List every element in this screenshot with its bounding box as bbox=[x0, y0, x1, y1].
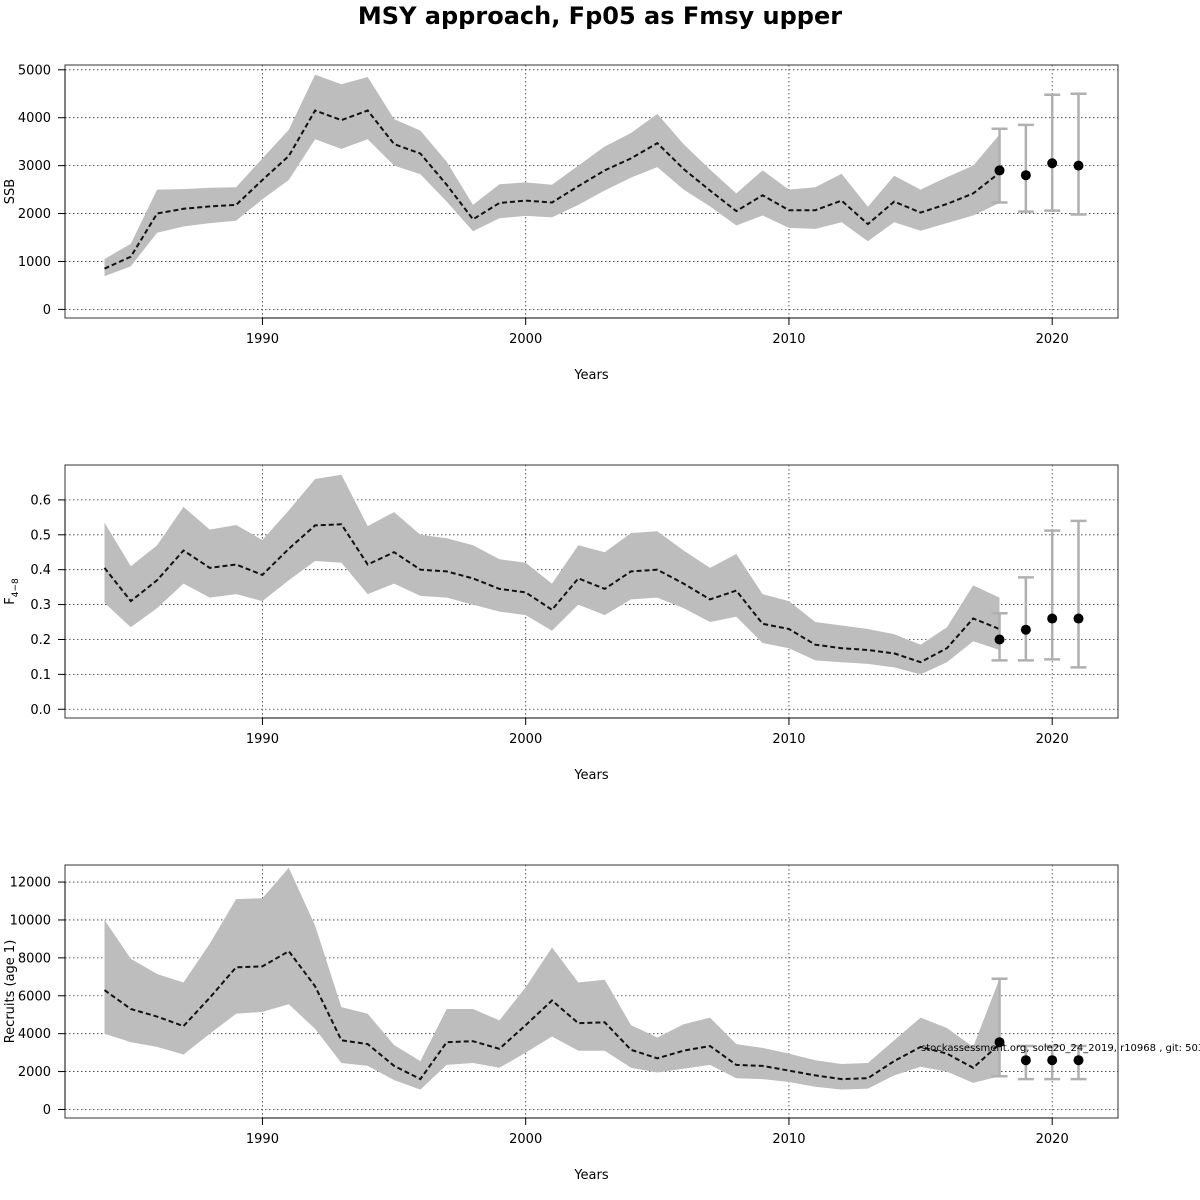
fbar-confidence-band bbox=[104, 474, 1000, 675]
recruits-y-tick-label: 0 bbox=[43, 1103, 51, 1118]
recruits-y-axis-label: Recruits (age 1) bbox=[3, 940, 18, 1044]
ssb-y-tick-label: 3000 bbox=[18, 159, 51, 174]
ssb-forecast-point-2020 bbox=[1047, 158, 1058, 169]
recruits-confidence-band bbox=[104, 867, 1000, 1090]
fbar-y-tick-label: 0.0 bbox=[30, 703, 51, 718]
fbar-forecast-errorbar-2021 bbox=[1070, 519, 1087, 669]
ssb-y-tick-label: 0 bbox=[43, 303, 51, 318]
fbar-estimate-line bbox=[103, 523, 1000, 664]
recruits-x-axis-label: Years bbox=[573, 1168, 609, 1183]
panel-ssb: 1990 2000 2010 2020 0 1000 2000 3000 4000 5000 Yea… bbox=[3, 63, 1119, 383]
fbar-x-tick-label: 2020 bbox=[1036, 732, 1069, 747]
ssb-forecast-point-2019 bbox=[1020, 170, 1031, 181]
ssb-y-axis-label: SSB bbox=[3, 179, 18, 204]
ssb-x-tick-label: 2020 bbox=[1036, 332, 1069, 347]
ssb-y-tick-label: 5000 bbox=[18, 63, 51, 78]
ssb-x-tick-label: 2000 bbox=[509, 332, 542, 347]
fbar-x-tick-label: 1990 bbox=[246, 732, 279, 747]
fbar-y-tick-label: 0.6 bbox=[30, 493, 51, 508]
fbar-y-axis-label: F4−8 bbox=[3, 578, 21, 605]
ssb-y-tick-label: 2000 bbox=[18, 207, 51, 222]
fbar-y-tick-label: 0.3 bbox=[30, 598, 51, 613]
recruits-forecast-point-2021 bbox=[1073, 1055, 1084, 1066]
ssb-forecast-errorbar-2021 bbox=[1070, 92, 1087, 216]
ssb-forecast-point-2021 bbox=[1073, 160, 1084, 171]
panel-fbar: 1990 2000 2010 2020 0.0 0.1 0.2 0.3 0.4 0.5 0.6 Yea… bbox=[3, 464, 1119, 783]
fbar-y-axis-label-subscript: 4−8 bbox=[11, 578, 21, 597]
ssb-forecast-errorbar-2019 bbox=[1017, 123, 1034, 213]
fbar-forecast-point-2018 bbox=[994, 634, 1005, 645]
ssb-forecast-errorbar-2020 bbox=[1044, 93, 1061, 212]
recruits-x-tick-label: 2020 bbox=[1036, 1132, 1069, 1147]
fbar-forecast-point-2019 bbox=[1020, 624, 1031, 635]
recruits-x-tick-label: 2000 bbox=[509, 1132, 542, 1147]
fbar-forecast-point-2021 bbox=[1073, 613, 1084, 624]
ssb-y-tick-label: 1000 bbox=[18, 255, 51, 270]
recruits-y-tick-label: 12000 bbox=[10, 876, 51, 891]
ssb-x-axis-label: Years bbox=[573, 368, 609, 383]
recruits-y-tick-label: 10000 bbox=[10, 913, 51, 928]
recruits-y-tick-label: 2000 bbox=[18, 1065, 51, 1080]
ssb-estimate-line bbox=[104, 109, 1001, 270]
ssb-forecast-point-2018 bbox=[994, 165, 1005, 176]
fbar-y-tick-label: 0.2 bbox=[30, 633, 51, 648]
panel-recruits: 1990 2000 2010 2020 0 2000 4000 6000 8000 10000 12… bbox=[3, 864, 1119, 1183]
recruits-forecast-errorbar-2018 bbox=[991, 977, 1008, 1078]
recruits-x-tick-label: 1990 bbox=[246, 1132, 279, 1147]
fbar-forecast-point-2020 bbox=[1047, 613, 1058, 624]
recruits-estimate-line bbox=[103, 949, 1001, 1081]
recruits-x-tick-label: 2010 bbox=[772, 1132, 805, 1147]
footnote: stockassessment.org, sole20_24_2019, r10… bbox=[921, 1043, 1200, 1054]
fbar-y-tick-label: 0.4 bbox=[30, 563, 51, 578]
recruits-y-tick-label: 4000 bbox=[18, 1027, 51, 1042]
fbar-x-tick-label: 2010 bbox=[772, 732, 805, 747]
recruits-forecast-point-2019 bbox=[1020, 1055, 1031, 1066]
fbar-x-axis-label: Years bbox=[573, 768, 609, 783]
fbar-x-tick-label: 2000 bbox=[509, 732, 542, 747]
ssb-x-tick-label: 1990 bbox=[246, 332, 279, 347]
fbar-y-tick-label: 0.5 bbox=[30, 528, 51, 543]
fbar-y-tick-label: 0.1 bbox=[30, 668, 51, 683]
fbar-forecast-errorbar-2020 bbox=[1044, 529, 1061, 661]
ssb-x-tick-label: 2010 bbox=[772, 332, 805, 347]
figure-title: MSY approach, Fp05 as Fmsy upper bbox=[358, 2, 842, 30]
ssb-confidence-band bbox=[104, 74, 1000, 277]
recruits-y-tick-label: 8000 bbox=[18, 951, 51, 966]
recruits-forecast-point-2020 bbox=[1047, 1055, 1058, 1066]
fbar-y-axis-label-main: F bbox=[3, 597, 18, 604]
fbar-forecast-errorbar-2019 bbox=[1017, 576, 1034, 662]
ssb-y-tick-label: 4000 bbox=[18, 111, 51, 126]
recruits-y-tick-label: 6000 bbox=[18, 989, 51, 1004]
recruits-forecast-point-2018 bbox=[994, 1037, 1005, 1048]
